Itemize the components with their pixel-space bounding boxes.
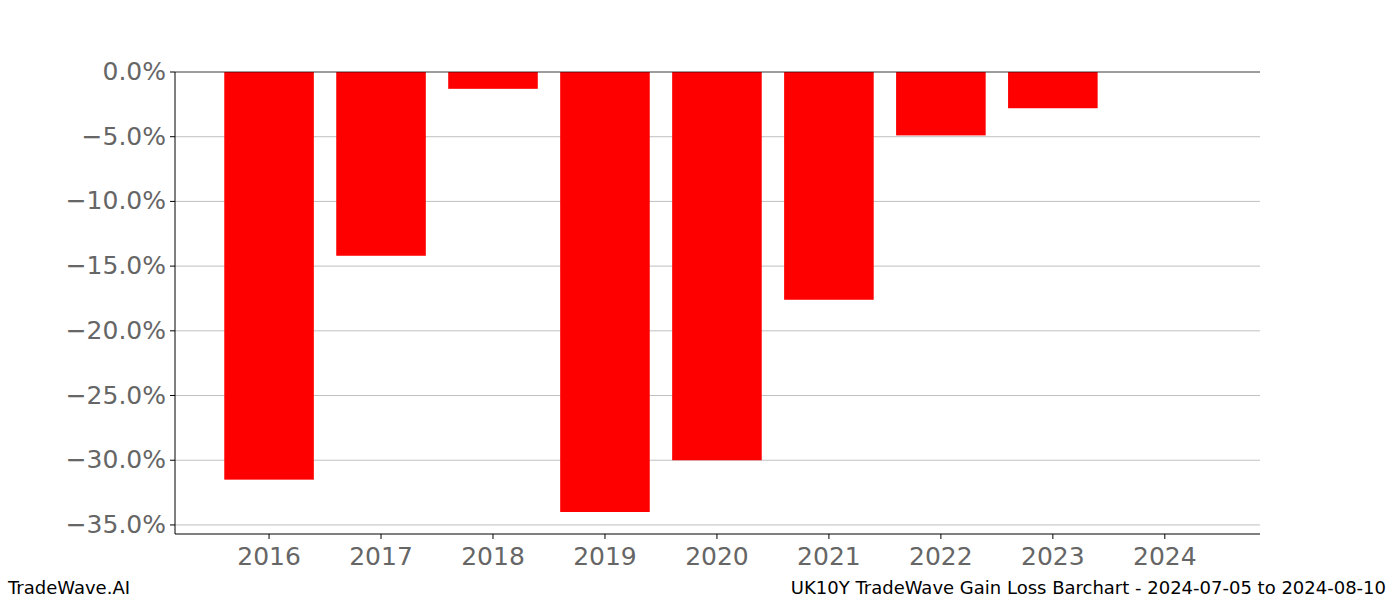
chart: 0.0% −5.0% −10.0% −15.0% −20.0% −25.0% −30.0% −… (0, 0, 1400, 600)
y-tick-label: −20.0% (66, 316, 166, 345)
x-tick-label: 2016 (237, 542, 301, 571)
y-tick-label: 0.0% (102, 57, 166, 86)
x-tick (1052, 534, 1053, 539)
bar (336, 72, 426, 256)
x-tick (1164, 534, 1165, 539)
bar (560, 72, 650, 512)
x-tick (940, 534, 941, 539)
top-frame-line (175, 72, 1260, 73)
x-tick (381, 534, 382, 539)
y-tick (170, 266, 175, 267)
x-tick-label: 2021 (797, 542, 861, 571)
y-tick (170, 136, 175, 137)
x-tick-label: 2018 (461, 542, 525, 571)
bar (896, 72, 986, 135)
x-tick (604, 534, 605, 539)
y-tick (170, 460, 175, 461)
x-tick-label: 2017 (349, 542, 413, 571)
bar (1008, 72, 1098, 108)
watermark: TradeWave.AI (7, 577, 130, 598)
bars (224, 72, 1097, 512)
y-axis-line (175, 72, 176, 534)
x-tick-label: 2019 (573, 542, 637, 571)
y-tick-label: −10.0% (66, 186, 166, 215)
x-tick-label: 2020 (685, 542, 749, 571)
y-tick-label: −15.0% (66, 251, 166, 280)
bar (784, 72, 874, 300)
y-tick (170, 72, 175, 73)
x-tick (269, 534, 270, 539)
x-tick-label: 2022 (909, 542, 973, 571)
x-tick (828, 534, 829, 539)
y-tick (170, 201, 175, 202)
grid-line (175, 524, 1260, 525)
bar (672, 72, 762, 460)
bar (448, 72, 538, 89)
y-tick-label: −30.0% (66, 445, 166, 474)
x-tick-label: 2023 (1021, 542, 1085, 571)
y-tick-label: −5.0% (82, 122, 166, 151)
title: UK10Y TradeWave Gain Loss Barchart - 202… (791, 577, 1386, 598)
bar (224, 72, 314, 480)
y-tick (170, 524, 175, 525)
y-tick (170, 395, 175, 396)
x-tick (492, 534, 493, 539)
y-tick-label: −25.0% (66, 381, 166, 410)
y-tick (170, 330, 175, 331)
x-axis-line (175, 534, 1260, 535)
y-tick-label: −35.0% (66, 510, 166, 539)
x-tick (716, 534, 717, 539)
x-tick-label: 2024 (1133, 542, 1197, 571)
